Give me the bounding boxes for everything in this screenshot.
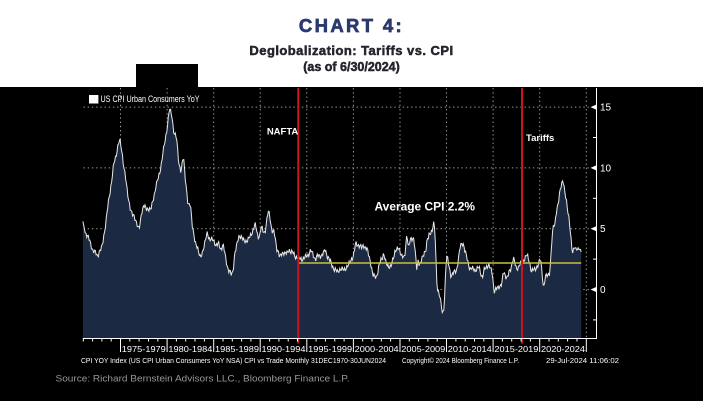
svg-text:1985-1989: 1985-1989 (215, 344, 259, 354)
svg-text:1995-1999: 1995-1999 (308, 344, 352, 354)
svg-text:2005-2009: 2005-2009 (401, 344, 445, 354)
svg-text:1990-1994: 1990-1994 (262, 344, 306, 354)
svg-text:1975-1979: 1975-1979 (122, 344, 166, 354)
svg-text:10: 10 (600, 163, 612, 174)
svg-text:2015-2019: 2015-2019 (494, 344, 538, 354)
svg-text:Average CPI 2.2%: Average CPI 2.2% (375, 200, 476, 214)
svg-text:0: 0 (600, 285, 606, 296)
svg-text:US CPI Urban Consumers YoY: US CPI Urban Consumers YoY (101, 94, 200, 104)
svg-text:1980-1984: 1980-1984 (168, 344, 212, 354)
svg-text:2020-2024: 2020-2024 (541, 344, 585, 354)
svg-text:Tariffs: Tariffs (526, 133, 554, 144)
svg-text:2010-2014: 2010-2014 (448, 344, 492, 354)
svg-text:NAFTA: NAFTA (267, 127, 299, 138)
svg-text:29-Jul-2024 11:06:02: 29-Jul-2024 11:06:02 (546, 358, 619, 365)
svg-text:2000-2004: 2000-2004 (355, 344, 399, 354)
svg-text:15: 15 (600, 103, 612, 114)
svg-text:Copyright© 2024 Bloomberg Fina: Copyright© 2024 Bloomberg Finance L.P. (402, 357, 519, 365)
svg-text:5: 5 (600, 224, 606, 235)
svg-text:CPI YOY Index (US CPI Urban Co: CPI YOY Index (US CPI Urban Consumers Yo… (81, 358, 386, 365)
svg-text:Source: Richard Bernstein Advi: Source: Richard Bernstein Advisors LLC.,… (56, 374, 350, 385)
